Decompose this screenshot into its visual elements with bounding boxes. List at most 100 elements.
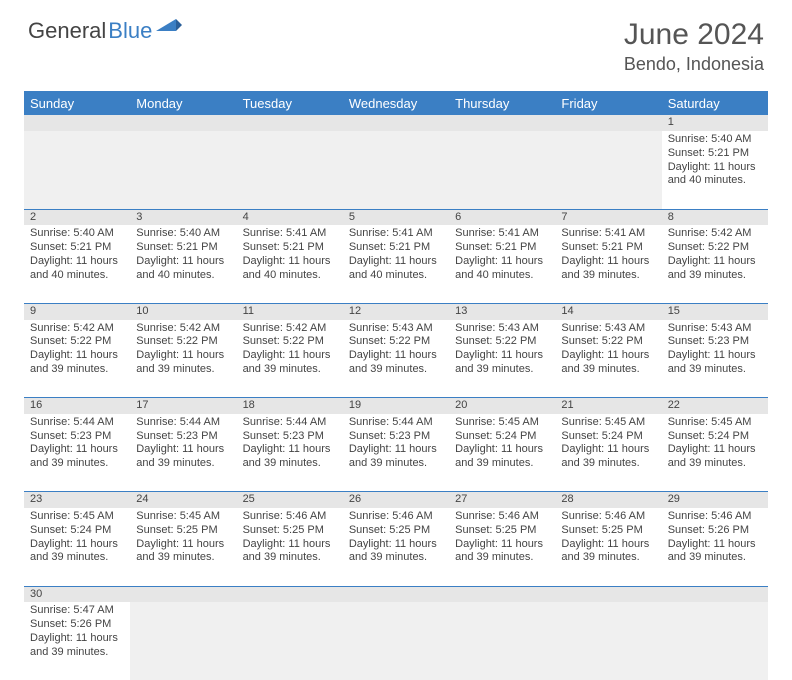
- day-details: Sunrise: 5:42 AMSunset: 5:22 PMDaylight:…: [24, 320, 130, 381]
- day-details: Sunrise: 5:45 AMSunset: 5:24 PMDaylight:…: [662, 414, 768, 475]
- day-number-cell: 6: [449, 209, 555, 225]
- day-content-cell: [449, 602, 555, 680]
- day-content-cell: Sunrise: 5:47 AMSunset: 5:26 PMDaylight:…: [24, 602, 130, 680]
- day-details: Sunrise: 5:41 AMSunset: 5:21 PMDaylight:…: [555, 225, 661, 286]
- day-number-cell: 29: [662, 492, 768, 508]
- day-content-cell: Sunrise: 5:44 AMSunset: 5:23 PMDaylight:…: [130, 414, 236, 492]
- location-label: Bendo, Indonesia: [624, 54, 764, 75]
- day-content-cell: Sunrise: 5:42 AMSunset: 5:22 PMDaylight:…: [130, 320, 236, 398]
- day-number-cell: 9: [24, 303, 130, 319]
- day-details: Sunrise: 5:46 AMSunset: 5:25 PMDaylight:…: [343, 508, 449, 569]
- day-number-cell: 2: [24, 209, 130, 225]
- day-details: Sunrise: 5:41 AMSunset: 5:21 PMDaylight:…: [237, 225, 343, 286]
- day-number-cell: [449, 115, 555, 131]
- day-number-cell: 10: [130, 303, 236, 319]
- day-number-cell: 23: [24, 492, 130, 508]
- day-number-cell: [555, 115, 661, 131]
- day-number-cell: 27: [449, 492, 555, 508]
- day-details: Sunrise: 5:41 AMSunset: 5:21 PMDaylight:…: [343, 225, 449, 286]
- day-number-cell: 28: [555, 492, 661, 508]
- page-header: GeneralBlue June 2024 Bendo, Indonesia: [0, 0, 792, 83]
- day-details: Sunrise: 5:40 AMSunset: 5:21 PMDaylight:…: [662, 131, 768, 192]
- day-number-cell: [555, 586, 661, 602]
- calendar-table: SundayMondayTuesdayWednesdayThursdayFrid…: [24, 91, 768, 680]
- day-content-cell: [555, 602, 661, 680]
- day-content-cell: Sunrise: 5:45 AMSunset: 5:25 PMDaylight:…: [130, 508, 236, 586]
- day-details: Sunrise: 5:40 AMSunset: 5:21 PMDaylight:…: [24, 225, 130, 286]
- day-number-cell: 7: [555, 209, 661, 225]
- day-number-cell: 14: [555, 303, 661, 319]
- day-content-cell: Sunrise: 5:41 AMSunset: 5:21 PMDaylight:…: [555, 225, 661, 303]
- day-number-cell: [343, 586, 449, 602]
- day-details: Sunrise: 5:43 AMSunset: 5:22 PMDaylight:…: [343, 320, 449, 381]
- logo: GeneralBlue: [28, 18, 182, 44]
- weekday-header: Thursday: [449, 91, 555, 115]
- day-details: Sunrise: 5:45 AMSunset: 5:24 PMDaylight:…: [24, 508, 130, 569]
- day-number-cell: [449, 586, 555, 602]
- day-content-cell: Sunrise: 5:40 AMSunset: 5:21 PMDaylight:…: [130, 225, 236, 303]
- day-content-cell: [130, 602, 236, 680]
- day-number-cell: 8: [662, 209, 768, 225]
- title-block: June 2024 Bendo, Indonesia: [624, 18, 764, 75]
- day-number-cell: 15: [662, 303, 768, 319]
- day-number-cell: [343, 115, 449, 131]
- day-content-cell: Sunrise: 5:46 AMSunset: 5:25 PMDaylight:…: [343, 508, 449, 586]
- day-details: Sunrise: 5:45 AMSunset: 5:24 PMDaylight:…: [555, 414, 661, 475]
- logo-flag-icon: [156, 17, 182, 40]
- logo-text-general: General: [28, 18, 106, 44]
- day-number-cell: [237, 586, 343, 602]
- day-number-cell: 25: [237, 492, 343, 508]
- day-content-cell: [130, 131, 236, 209]
- day-content-cell: Sunrise: 5:46 AMSunset: 5:25 PMDaylight:…: [237, 508, 343, 586]
- day-details: Sunrise: 5:40 AMSunset: 5:21 PMDaylight:…: [130, 225, 236, 286]
- day-number-cell: [130, 586, 236, 602]
- day-content-cell: [662, 602, 768, 680]
- day-details: Sunrise: 5:43 AMSunset: 5:23 PMDaylight:…: [662, 320, 768, 381]
- day-content-cell: Sunrise: 5:45 AMSunset: 5:24 PMDaylight:…: [555, 414, 661, 492]
- weekday-header: Monday: [130, 91, 236, 115]
- logo-text-blue: Blue: [108, 18, 152, 44]
- day-number-cell: 11: [237, 303, 343, 319]
- month-title: June 2024: [624, 18, 764, 52]
- day-number-cell: 18: [237, 398, 343, 414]
- day-details: Sunrise: 5:46 AMSunset: 5:25 PMDaylight:…: [555, 508, 661, 569]
- day-content-cell: [237, 131, 343, 209]
- day-details: Sunrise: 5:44 AMSunset: 5:23 PMDaylight:…: [130, 414, 236, 475]
- day-content-cell: [237, 602, 343, 680]
- day-content-cell: Sunrise: 5:45 AMSunset: 5:24 PMDaylight:…: [662, 414, 768, 492]
- day-details: Sunrise: 5:46 AMSunset: 5:25 PMDaylight:…: [449, 508, 555, 569]
- day-details: Sunrise: 5:42 AMSunset: 5:22 PMDaylight:…: [130, 320, 236, 381]
- weekday-header: Wednesday: [343, 91, 449, 115]
- day-content-cell: Sunrise: 5:43 AMSunset: 5:22 PMDaylight:…: [343, 320, 449, 398]
- day-content-cell: Sunrise: 5:42 AMSunset: 5:22 PMDaylight:…: [24, 320, 130, 398]
- day-details: Sunrise: 5:44 AMSunset: 5:23 PMDaylight:…: [343, 414, 449, 475]
- day-content-cell: [343, 602, 449, 680]
- day-content-cell: Sunrise: 5:43 AMSunset: 5:22 PMDaylight:…: [555, 320, 661, 398]
- day-details: Sunrise: 5:46 AMSunset: 5:26 PMDaylight:…: [662, 508, 768, 569]
- day-content-cell: [24, 131, 130, 209]
- day-number-cell: 19: [343, 398, 449, 414]
- day-content-cell: Sunrise: 5:42 AMSunset: 5:22 PMDaylight:…: [237, 320, 343, 398]
- day-number-cell: 13: [449, 303, 555, 319]
- day-number-cell: 30: [24, 586, 130, 602]
- day-number-cell: 5: [343, 209, 449, 225]
- day-number-cell: 17: [130, 398, 236, 414]
- day-number-cell: 16: [24, 398, 130, 414]
- day-details: Sunrise: 5:42 AMSunset: 5:22 PMDaylight:…: [237, 320, 343, 381]
- day-content-cell: Sunrise: 5:43 AMSunset: 5:22 PMDaylight:…: [449, 320, 555, 398]
- day-number-cell: 3: [130, 209, 236, 225]
- day-number-cell: 22: [662, 398, 768, 414]
- day-number-cell: [24, 115, 130, 131]
- day-number-cell: 24: [130, 492, 236, 508]
- day-details: Sunrise: 5:41 AMSunset: 5:21 PMDaylight:…: [449, 225, 555, 286]
- calendar-header-row: SundayMondayTuesdayWednesdayThursdayFrid…: [24, 91, 768, 115]
- day-details: Sunrise: 5:47 AMSunset: 5:26 PMDaylight:…: [24, 602, 130, 663]
- day-content-cell: Sunrise: 5:41 AMSunset: 5:21 PMDaylight:…: [449, 225, 555, 303]
- day-content-cell: Sunrise: 5:44 AMSunset: 5:23 PMDaylight:…: [343, 414, 449, 492]
- weekday-header: Saturday: [662, 91, 768, 115]
- day-number-cell: [662, 586, 768, 602]
- day-number-cell: 26: [343, 492, 449, 508]
- day-content-cell: [449, 131, 555, 209]
- day-content-cell: Sunrise: 5:46 AMSunset: 5:25 PMDaylight:…: [449, 508, 555, 586]
- day-number-cell: 21: [555, 398, 661, 414]
